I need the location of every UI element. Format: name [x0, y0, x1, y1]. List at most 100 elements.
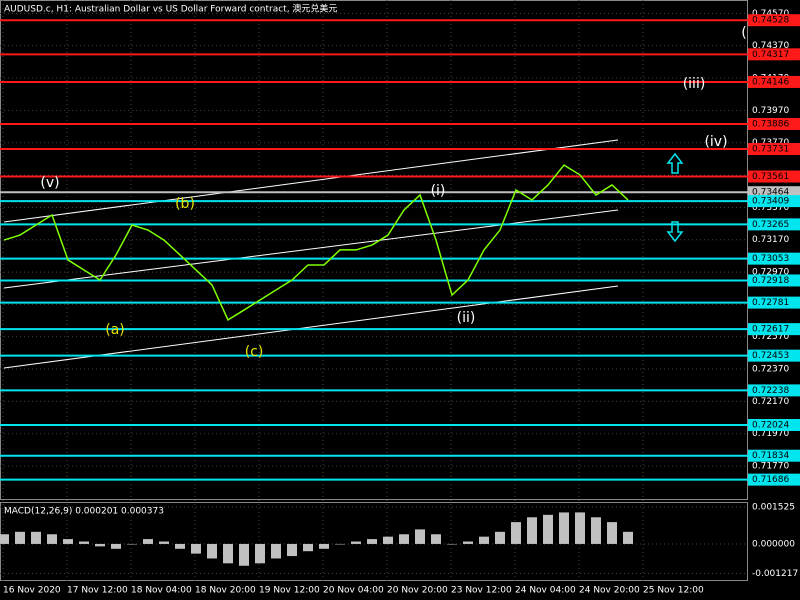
macd-bar	[63, 539, 73, 544]
macd-bar	[463, 541, 473, 544]
level-tag	[748, 170, 800, 183]
level-label: 0.71686	[752, 475, 789, 485]
level-tag	[748, 449, 800, 462]
macd-bar	[255, 543, 265, 564]
y-tick-label: 0.73970	[752, 106, 789, 116]
wave-label: (c)	[245, 344, 264, 360]
trend-line	[3, 139, 619, 223]
wave-label: (v)	[40, 175, 59, 191]
macd-bar	[223, 543, 233, 564]
macd-bar	[527, 517, 537, 544]
level-label: 0.72238	[752, 386, 789, 396]
time-label: 25 Nov 12:00	[643, 586, 704, 596]
macd-bar	[239, 543, 249, 566]
level-tag	[748, 143, 800, 156]
y-tick-label: -0.001217	[752, 569, 798, 579]
level-tag	[748, 323, 800, 336]
macd-bar	[479, 536, 489, 544]
time-label: 24 Nov 04:00	[515, 586, 576, 596]
macd-bar	[111, 543, 121, 549]
trend-line	[3, 285, 619, 369]
time-label: 17 Nov 12:00	[67, 586, 128, 596]
time-label: 16 Nov 2020	[3, 586, 61, 596]
level-label: 0.74317	[752, 50, 789, 60]
macd-bar	[591, 517, 601, 544]
level-tag	[748, 117, 800, 130]
price-line	[3, 164, 629, 321]
macd-bar	[79, 541, 89, 544]
macd-bar	[207, 543, 217, 559]
macd-bar	[607, 522, 617, 544]
level-label: 0.73409	[752, 197, 789, 207]
wave-label: (	[741, 25, 746, 41]
y-tick-label: 0.73170	[752, 235, 789, 245]
macd-bar	[575, 512, 585, 544]
level-label: 0.73731	[752, 145, 789, 155]
macd-bar	[127, 543, 137, 545]
level-tag	[748, 195, 800, 208]
macd-bar	[511, 522, 521, 544]
macd-bar	[159, 541, 169, 544]
time-label: 18 Nov 20:00	[195, 586, 256, 596]
macd-bar	[47, 534, 57, 544]
wave-label: (i)	[431, 183, 446, 199]
macd-bar	[0, 534, 9, 544]
macd-bar	[431, 534, 441, 544]
wave-label: (b)	[175, 196, 195, 212]
wave-label: (iii)	[683, 76, 706, 92]
level-label: 0.73053	[752, 254, 789, 264]
y-tick-label: 0.000000	[752, 539, 795, 549]
macd-bar	[319, 543, 329, 549]
macd-bar	[271, 543, 281, 559]
level-label: 0.74528	[752, 16, 789, 26]
macd-bar	[351, 541, 361, 544]
level-tag	[748, 349, 800, 362]
y-tick-label: 0.71970	[752, 429, 789, 439]
y-tick-label: 0.001525	[752, 502, 795, 512]
level-label: 0.73265	[752, 220, 789, 230]
level-tag	[748, 75, 800, 88]
macd-bar	[383, 536, 393, 544]
time-label: 20 Nov 04:00	[323, 586, 384, 596]
time-label: 18 Nov 04:00	[131, 586, 192, 596]
arrow-up	[666, 152, 684, 174]
level-tag	[748, 473, 800, 486]
level-label: 0.73561	[752, 172, 789, 182]
macd-bar	[95, 543, 105, 547]
level-tag	[748, 418, 800, 431]
macd-bar	[175, 543, 185, 549]
y-tick-label: 0.73370	[752, 203, 789, 213]
grid	[0, 0, 748, 582]
macd-bar	[287, 543, 297, 557]
macd-bar	[303, 543, 313, 552]
y-tick-label: 0.74570	[752, 9, 789, 19]
macd-bar	[31, 531, 41, 544]
macd-bar	[143, 539, 153, 544]
macd-bar	[415, 529, 425, 544]
level-tag	[748, 384, 800, 397]
macd-bar	[15, 531, 25, 544]
level-label: 0.72024	[752, 420, 789, 430]
macd-bar	[495, 531, 505, 544]
y-tick-label: 0.72170	[752, 397, 789, 407]
level-tag	[748, 48, 800, 61]
level-tag	[748, 252, 800, 265]
wave-label: (iv)	[704, 134, 727, 150]
level-tag	[748, 274, 800, 287]
macd-bar	[335, 543, 345, 545]
level-label: 0.72617	[752, 325, 789, 335]
macd-bar	[543, 514, 553, 544]
y-tick-label: 0.71770	[752, 462, 789, 472]
arrow-down	[666, 221, 684, 243]
time-label: 24 Nov 20:00	[579, 586, 640, 596]
wave-label: (ii)	[457, 310, 476, 326]
level-label: 0.73886	[752, 119, 789, 129]
macd-bar	[367, 539, 377, 544]
wave-label: (a)	[105, 322, 125, 338]
level-tag	[748, 218, 800, 231]
macd-bar	[399, 534, 409, 544]
time-label: 19 Nov 12:00	[259, 586, 320, 596]
macd-bar	[559, 512, 569, 544]
level-label: 0.73464	[752, 188, 789, 198]
chart-title: AUDUSD.c, H1: Australian Dollar vs US Do…	[4, 3, 337, 15]
